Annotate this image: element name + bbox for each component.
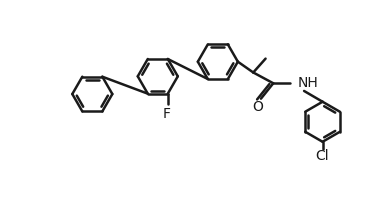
Text: NH: NH (298, 76, 319, 90)
Text: O: O (252, 100, 263, 114)
Text: F: F (162, 107, 170, 121)
Text: Cl: Cl (316, 149, 329, 163)
